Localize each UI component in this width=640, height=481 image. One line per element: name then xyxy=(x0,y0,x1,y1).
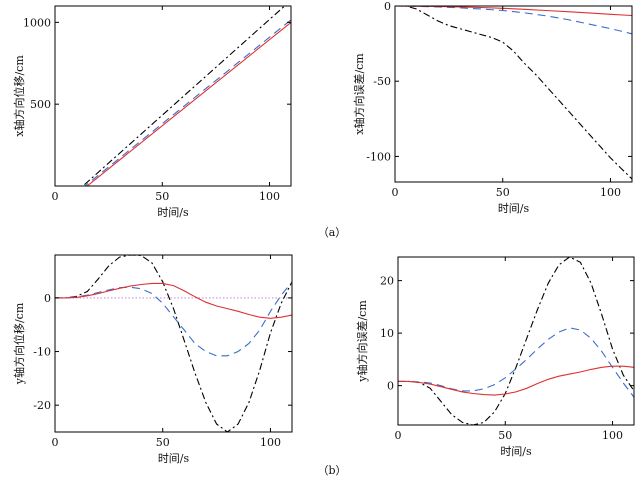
y-tick-label: -100 xyxy=(366,150,391,163)
chart-a-left: 0 50 100 500 1000 时间/s x轴方向位移/cm xyxy=(12,5,292,219)
chart-a-right: 0 50 100 -100 -50 0 时间/s x轴方向误差/cm xyxy=(352,0,633,215)
reference-line xyxy=(55,255,292,432)
y-tick-label: 0 xyxy=(387,380,394,393)
method2-line xyxy=(395,6,632,17)
y-tick-label: -10 xyxy=(33,346,51,359)
caption-a: （a） xyxy=(318,226,347,239)
y-tick-label: 0 xyxy=(384,0,391,13)
x-tick-label: 0 xyxy=(52,436,59,449)
plot-frame xyxy=(54,254,293,433)
method1-line xyxy=(398,327,634,398)
y-tick-label: -50 xyxy=(373,75,391,88)
y-axis-label: x轴方向误差/cm xyxy=(352,53,366,135)
x-tick-label: 0 xyxy=(52,190,59,203)
caption-b: （b） xyxy=(317,464,346,477)
series-group xyxy=(395,6,632,180)
reference-line xyxy=(395,6,632,180)
method1-line xyxy=(55,281,292,357)
method1-line xyxy=(395,6,632,35)
x-tick-label: 0 xyxy=(395,429,402,442)
chart-b-left: 0 50 100 -20 -10 0 时间/s y轴方向位移/cm xyxy=(12,254,293,465)
y-axis-label: y轴方向位移/cm xyxy=(12,302,26,385)
x-tick-label: 50 xyxy=(156,436,170,449)
x-tick-label: 50 xyxy=(498,429,512,442)
y-tick-label: 500 xyxy=(30,98,51,111)
reference-line xyxy=(55,6,286,186)
plot-frame xyxy=(397,256,635,426)
x-tick-label: 0 xyxy=(392,186,399,199)
series-group xyxy=(55,6,291,186)
method2-line xyxy=(398,365,634,396)
x-tick-label: 50 xyxy=(496,186,510,199)
method2-line xyxy=(55,282,292,319)
series-group xyxy=(398,257,634,425)
x-axis-label: 时间/s xyxy=(158,452,190,465)
y-axis-label: y轴方向误差/cm xyxy=(355,300,369,383)
x-tick-label: 100 xyxy=(600,186,621,199)
reference-line xyxy=(398,257,634,425)
chart-b-right: 0 50 100 0 10 20 时间/s y轴方向误差/cm xyxy=(355,256,635,458)
series-group xyxy=(55,255,292,432)
y-axis-label: x轴方向位移/cm xyxy=(12,55,26,137)
y-tick-label: -20 xyxy=(33,399,51,412)
x-tick-label: 50 xyxy=(155,190,169,203)
x-tick-label: 100 xyxy=(260,436,281,449)
x-tick-label: 100 xyxy=(259,190,280,203)
method2-line xyxy=(55,21,291,186)
y-tick-label: 0 xyxy=(44,292,51,305)
plot-frame xyxy=(394,5,633,183)
y-tick-label: 1000 xyxy=(23,16,51,29)
x-axis-label: 时间/s xyxy=(498,202,530,215)
x-tick-label: 100 xyxy=(602,429,623,442)
plot-frame xyxy=(54,5,292,187)
y-tick-label: 10 xyxy=(380,327,394,340)
y-tick-label: 20 xyxy=(380,275,394,288)
x-axis-label: 时间/s xyxy=(500,445,532,458)
x-axis-label: 时间/s xyxy=(157,206,189,219)
method1-line xyxy=(55,19,291,186)
